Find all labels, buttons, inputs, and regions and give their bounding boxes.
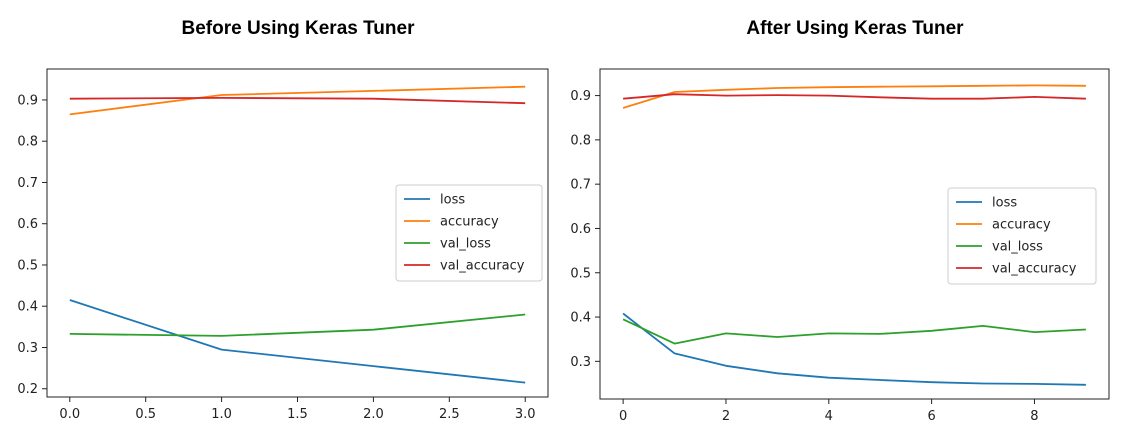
legend-entry: loss <box>992 196 1017 211</box>
axes-frame <box>599 68 1110 400</box>
chart-after: 0.3 0.4 0.5 0.6 0.7 0.8 0.9 0 2 4 6 8 loss accuracy va… <box>570 68 1110 424</box>
series-line-accuracy <box>69 85 526 116</box>
legend-entry: val_accuracy <box>440 259 525 274</box>
series-line-loss <box>622 312 1086 386</box>
y-tick-label: 0.3 <box>570 355 591 370</box>
x-tick-label: 1.5 <box>287 407 308 422</box>
chart-before: 0.2 0.3 0.4 0.5 0.6 0.7 0.8 0.9 0.0 0.5 1.0 1.5 2.0 2… <box>17 68 549 422</box>
legend: loss accuracy val_loss val_accuracy <box>947 187 1097 285</box>
series-line-val-loss <box>69 313 526 337</box>
y-tick-label: 0.2 <box>17 382 38 397</box>
y-tick-label: 0.8 <box>570 133 591 148</box>
y-tick-label: 0.4 <box>17 300 38 315</box>
legend-box <box>947 187 1097 285</box>
legend-entry: loss <box>440 193 465 208</box>
y-tick-label: 0.7 <box>17 176 38 191</box>
y-tick-label: 0.4 <box>570 311 591 326</box>
x-tick-label: 0 <box>619 409 627 424</box>
legend-entry: val_accuracy <box>992 262 1077 277</box>
series-line-val-accuracy <box>69 97 526 105</box>
chart-title-before: Before Using Keras Tuner <box>181 18 415 39</box>
y-tick-label: 0.6 <box>570 222 591 237</box>
chart-title-after: After Using Keras Tuner <box>746 18 964 39</box>
x-tick-label: 2.5 <box>439 407 460 422</box>
series-line-loss <box>69 299 526 384</box>
x-tick-label: 0.0 <box>59 407 80 422</box>
series-line-val-accuracy <box>623 93 1086 100</box>
x-tick-label: 1.0 <box>211 407 232 422</box>
series-line-accuracy <box>622 84 1086 109</box>
series-line-val-loss <box>622 318 1086 345</box>
y-tick-label: 0.7 <box>570 178 591 193</box>
legend-box <box>395 184 543 282</box>
legend-entry: val_loss <box>440 237 491 252</box>
legend: loss accuracy val_loss val_accuracy <box>395 184 543 282</box>
x-tick-label: 0.5 <box>135 407 156 422</box>
legend-entry: accuracy <box>440 215 499 230</box>
x-tick-label: 2.0 <box>363 407 384 422</box>
x-tick-label: 8 <box>1030 409 1038 424</box>
x-tick-label: 4 <box>825 409 833 424</box>
x-tick-label: 2 <box>722 409 730 424</box>
y-tick-label: 0.9 <box>17 93 38 108</box>
y-tick-label: 0.8 <box>17 135 38 150</box>
x-tick-label: 3.0 <box>515 407 536 422</box>
legend-entry: accuracy <box>992 218 1051 233</box>
y-tick-label: 0.5 <box>570 266 591 281</box>
x-tick-label: 6 <box>927 409 935 424</box>
y-tick-label: 0.3 <box>17 341 38 356</box>
y-tick-label: 0.9 <box>570 89 591 104</box>
y-tick-label: 0.6 <box>17 217 38 232</box>
legend-entry: val_loss <box>992 240 1043 255</box>
y-tick-label: 0.5 <box>17 258 38 273</box>
